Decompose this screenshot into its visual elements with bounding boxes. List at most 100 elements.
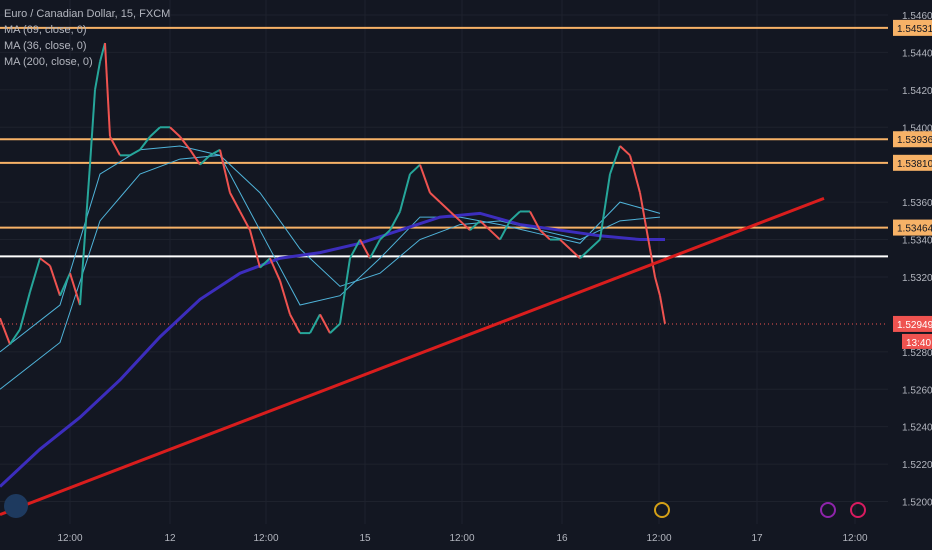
price-segment bbox=[329, 323, 341, 334]
price-segment bbox=[409, 163, 421, 175]
price-label: 1.53464 bbox=[897, 224, 932, 235]
trend-line bbox=[0, 196, 825, 517]
legend-ma-69: MA (69, close, 0) bbox=[4, 24, 87, 36]
price-segment bbox=[19, 291, 31, 330]
time-axis bbox=[0, 524, 888, 550]
price-segment bbox=[229, 192, 241, 212]
price-segment bbox=[339, 258, 351, 324]
moving-average-line bbox=[0, 145, 661, 353]
price-segment bbox=[609, 145, 621, 175]
y-tick-label: 1.54600 bbox=[902, 11, 932, 22]
price-segment bbox=[479, 220, 491, 231]
price-segment bbox=[239, 211, 251, 231]
price-segment bbox=[129, 148, 141, 157]
x-tick-label: 12:00 bbox=[449, 533, 474, 544]
price-label: 1.53936 bbox=[897, 135, 932, 146]
legend-ma-36: MA (36, close, 0) bbox=[4, 40, 87, 52]
price-label-box bbox=[893, 131, 932, 148]
x-tick-label: 17 bbox=[751, 533, 763, 544]
price-segment bbox=[104, 42, 111, 137]
price-segment bbox=[399, 173, 411, 212]
moving-average-line bbox=[0, 154, 661, 390]
price-segment bbox=[589, 238, 601, 250]
price-segment bbox=[9, 328, 21, 345]
legend: Euro / Canadian Dollar, 15, FXCM MA (69,… bbox=[4, 6, 170, 70]
y-tick-label: 1.52200 bbox=[902, 460, 932, 471]
price-segment bbox=[139, 136, 151, 151]
price-segment bbox=[539, 229, 551, 241]
price-label-box bbox=[893, 219, 932, 236]
y-tick-label: 1.52800 bbox=[902, 348, 932, 359]
price-segment bbox=[419, 164, 431, 194]
price-segment bbox=[109, 136, 121, 156]
y-tick-label: 1.53200 bbox=[902, 273, 932, 284]
price-segment bbox=[289, 313, 301, 334]
price-segment bbox=[529, 211, 541, 231]
price-segment bbox=[379, 229, 391, 241]
price-segment bbox=[219, 149, 231, 193]
price-label-box bbox=[893, 315, 932, 332]
price-segment bbox=[349, 239, 361, 259]
x-tick-label: 12:00 bbox=[646, 533, 671, 544]
price-segment bbox=[659, 295, 666, 324]
price-segment bbox=[459, 220, 471, 231]
price-segment bbox=[359, 239, 371, 259]
price-segment bbox=[0, 317, 11, 345]
price-segment bbox=[569, 248, 581, 259]
price-segment bbox=[79, 164, 91, 306]
price-segment bbox=[469, 220, 481, 231]
price-segment bbox=[199, 154, 211, 166]
price-segment bbox=[389, 211, 401, 231]
price-segment bbox=[169, 126, 181, 138]
price-label-box bbox=[893, 19, 932, 36]
price-segment bbox=[559, 238, 571, 250]
price-segment bbox=[429, 192, 441, 203]
legend-ma-200: MA (200, close, 0) bbox=[4, 56, 93, 68]
price-segment bbox=[209, 148, 221, 157]
price-segment bbox=[449, 210, 461, 222]
x-tick-label: 12 bbox=[164, 533, 176, 544]
price-segment bbox=[599, 173, 611, 240]
tradingview-logo-icon bbox=[4, 494, 28, 518]
price-segment bbox=[49, 265, 61, 297]
x-tick-label: 16 bbox=[556, 533, 568, 544]
countdown-label: 13:40 bbox=[906, 338, 931, 349]
price-segment bbox=[319, 313, 331, 334]
y-tick-label: 1.52400 bbox=[902, 423, 932, 434]
price-segment bbox=[279, 280, 291, 315]
price-segment bbox=[189, 149, 201, 166]
price-segment bbox=[639, 192, 651, 250]
price-segment bbox=[509, 210, 521, 222]
x-tick-label: 15 bbox=[359, 533, 371, 544]
price-axis bbox=[888, 0, 932, 550]
price-segment bbox=[269, 257, 281, 282]
x-tick-label: 12:00 bbox=[253, 533, 278, 544]
event-marker-icon bbox=[820, 502, 836, 518]
price-segment bbox=[149, 126, 161, 138]
price-segment bbox=[439, 201, 451, 213]
legend-symbol: Euro / Canadian Dollar, 15, FXCM bbox=[4, 8, 171, 20]
y-tick-label: 1.52600 bbox=[902, 385, 932, 396]
y-tick-label: 1.53400 bbox=[902, 236, 932, 247]
y-tick-label: 1.54000 bbox=[902, 123, 932, 134]
price-segment bbox=[309, 313, 321, 334]
y-tick-label: 1.52000 bbox=[902, 498, 932, 509]
price-segment bbox=[259, 257, 271, 269]
price-label: 1.53810 bbox=[897, 159, 932, 170]
price-segment bbox=[179, 136, 191, 151]
price-segment bbox=[489, 229, 501, 241]
x-tick-label: 12:00 bbox=[842, 533, 867, 544]
price-segment bbox=[69, 272, 81, 306]
moving-average-line bbox=[0, 211, 665, 488]
price-label: 1.54531 bbox=[897, 24, 932, 35]
price-segment bbox=[619, 145, 631, 157]
price-segment bbox=[29, 257, 41, 293]
countdown-box bbox=[902, 333, 932, 349]
y-tick-label: 1.53600 bbox=[902, 198, 932, 209]
price-segment bbox=[89, 89, 96, 165]
y-tick-label: 1.54200 bbox=[902, 86, 932, 97]
price-segment bbox=[499, 220, 511, 241]
price-segment bbox=[369, 239, 381, 259]
price-segment bbox=[654, 276, 661, 296]
